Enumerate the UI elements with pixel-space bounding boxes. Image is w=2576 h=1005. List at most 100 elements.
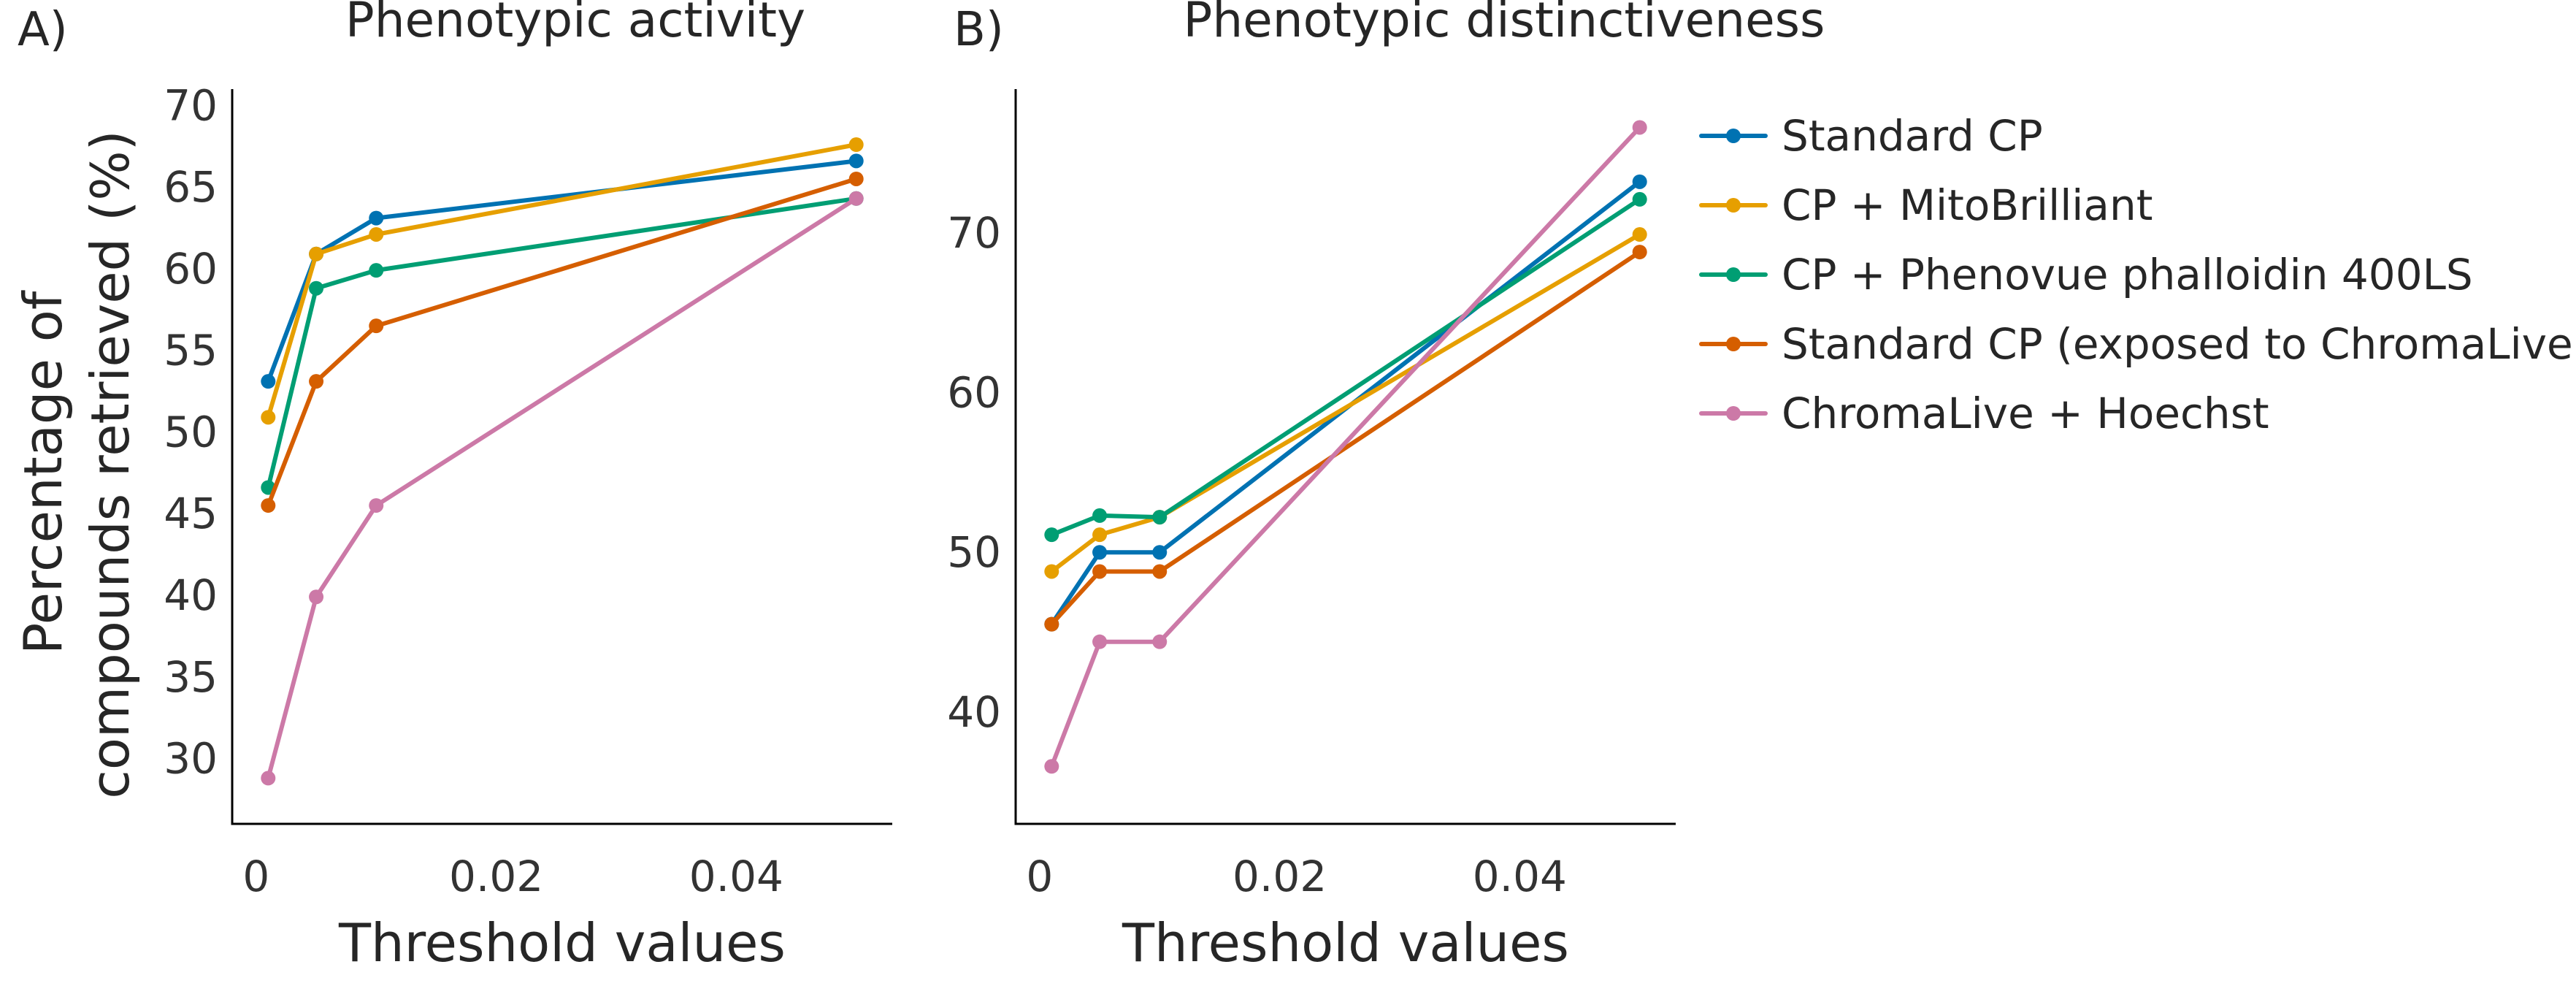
panel-b-series-cp-phenovue-phalloidin-400ls <box>1044 191 1647 543</box>
panel-a-point-cp-mitobrilliant <box>369 226 384 242</box>
panel-a-x-tick-label: 0.04 <box>689 852 783 901</box>
legend-swatch-marker <box>1726 129 1741 143</box>
panel-a-y-tick-label: 55 <box>164 326 218 375</box>
legend-entry-cp-phenovue-phalloidin-400ls: CP + Phenovue phalloidin 400LS <box>1699 250 2473 299</box>
panel-b-point-cp-phenovue-phalloidin-400ls <box>1044 527 1059 543</box>
panel-a-series-cp-phenovue-phalloidin-400ls <box>261 191 864 495</box>
panel-a-line-cp-phenovue-phalloidin-400ls <box>266 196 859 490</box>
panel-a: A) Phenotypic activity 30 35 40 45 50 55 60 65 7… <box>12 0 892 974</box>
panel-a-point-chromalive-hoechst <box>309 589 324 605</box>
legend-label: CP + MitoBrilliant <box>1782 180 2153 230</box>
panel-b-x-axis-label: Threshold values <box>1122 912 1569 974</box>
panel-b-point-cp-phenovue-phalloidin-400ls <box>1632 191 1647 207</box>
panel-b: B) Phenotypic distinctiveness 40 50 60 70 0 0… <box>947 0 1825 974</box>
panel-b-series-standard-cp <box>1044 174 1647 632</box>
panel-a-x-tick-label: 0.02 <box>449 852 543 901</box>
panel-b-x-tick-label: 0 <box>1026 852 1053 901</box>
panel-a-line-cp-mitobrilliant <box>266 142 859 420</box>
panel-a-x-axis-label: Threshold values <box>338 912 786 974</box>
panel-b-point-standard-cp-exposed-to-chromalive <box>1092 564 1108 579</box>
panel-a-line-chromalive-hoechst <box>266 196 859 781</box>
panel-b-y-tick-label: 40 <box>947 687 1001 737</box>
legend-swatch-marker <box>1726 337 1741 351</box>
legend-label: Standard CP (exposed to ChromaLive) <box>1782 319 2576 369</box>
panel-b-y-tick-label: 70 <box>947 208 1001 258</box>
panel-b-series-standard-cp-exposed-to-chromalive <box>1044 245 1647 632</box>
panel-b-series-cp-mitobrilliant <box>1044 227 1647 579</box>
panel-a-y-tick-label: 50 <box>164 407 218 456</box>
panel-a-point-standard-cp <box>369 210 384 226</box>
legend-entry-cp-mitobrilliant: CP + MitoBrilliant <box>1699 180 2153 230</box>
panel-a-point-standard-cp-exposed-to-chromalive <box>309 374 324 389</box>
legend-entry-chromalive-hoechst: ChromaLive + Hoechst <box>1699 389 2269 438</box>
panel-b-point-standard-cp <box>1152 545 1168 560</box>
panel-b-point-cp-phenovue-phalloidin-400ls <box>1092 508 1108 523</box>
panel-a-point-standard-cp-exposed-to-chromalive <box>261 498 276 513</box>
panel-a-x-tick-label: 0 <box>242 852 269 901</box>
panel-b-point-cp-mitobrilliant <box>1092 527 1108 543</box>
panel-b-plot: 40 50 60 70 0 0.02 0.04 <box>947 89 1676 901</box>
panel-b-point-cp-mitobrilliant <box>1044 564 1059 579</box>
panel-a-series-cp-mitobrilliant <box>261 137 864 425</box>
panel-b-point-standard-cp-exposed-to-chromalive <box>1044 616 1059 632</box>
panel-b-point-standard-cp-exposed-to-chromalive <box>1152 564 1168 579</box>
panel-a-y-tick-label: 40 <box>164 570 218 620</box>
panel-b-line-standard-cp <box>1049 179 1642 627</box>
panel-b-y-tick-label: 60 <box>947 368 1001 418</box>
legend-swatch-marker <box>1726 198 1741 213</box>
legend-swatch-marker <box>1726 267 1741 282</box>
panel-b-point-chromalive-hoechst <box>1044 759 1059 774</box>
panel-b-x-tick-label: 0.04 <box>1473 852 1567 901</box>
panel-a-series-standard-cp-exposed-to-chromalive <box>261 171 864 513</box>
panel-a-y-tick-label: 35 <box>164 652 218 702</box>
panel-a-y-tick-label: 45 <box>164 489 218 538</box>
panel-b-line-cp-mitobrilliant <box>1049 232 1642 574</box>
panel-a-point-standard-cp <box>848 153 864 169</box>
panel-a-point-cp-mitobrilliant <box>261 410 276 425</box>
panel-a-y-tick-label: 65 <box>164 162 218 212</box>
panel-b-point-standard-cp <box>1092 545 1108 560</box>
legend-swatch-marker <box>1726 406 1741 421</box>
panel-a-letter: A) <box>18 3 68 57</box>
panel-b-point-cp-mitobrilliant <box>1632 227 1647 242</box>
panel-b-point-chromalive-hoechst <box>1152 634 1168 649</box>
panel-a-point-standard-cp-exposed-to-chromalive <box>848 171 864 186</box>
panel-b-point-cp-phenovue-phalloidin-400ls <box>1152 510 1168 525</box>
legend-label: ChromaLive + Hoechst <box>1782 389 2269 438</box>
panel-a-y-tick-label: 30 <box>164 734 218 784</box>
panel-a-y-axis-label-line-2: compounds retrieved (%) <box>80 130 141 798</box>
panel-b-letter: B) <box>954 3 1004 57</box>
panel-a-y-axis-label-line-1: Percentage of <box>12 290 74 654</box>
panel-b-y-tick-label: 50 <box>947 527 1001 577</box>
panel-a-point-cp-mitobrilliant <box>848 137 864 153</box>
panel-a-point-cp-mitobrilliant <box>309 246 324 261</box>
panel-b-line-standard-cp-exposed-to-chromalive <box>1049 250 1642 627</box>
legend-label: Standard CP <box>1782 111 2043 161</box>
panel-a-point-chromalive-hoechst <box>369 498 384 513</box>
panel-b-line-chromalive-hoechst <box>1049 125 1642 769</box>
legend-entry-standard-cp: Standard CP <box>1699 111 2043 161</box>
legend-entry-standard-cp-exposed-to-chromalive: Standard CP (exposed to ChromaLive) <box>1699 319 2576 369</box>
panel-a-point-standard-cp-exposed-to-chromalive <box>369 318 384 334</box>
panel-a-point-cp-phenovue-phalloidin-400ls <box>309 280 324 296</box>
legend: Standard CP CP + MitoBrilliant CP + Phenov… <box>1699 111 2576 438</box>
panel-b-point-standard-cp-exposed-to-chromalive <box>1632 245 1647 260</box>
legend-label: CP + Phenovue phalloidin 400LS <box>1782 250 2473 299</box>
panel-b-point-chromalive-hoechst <box>1632 120 1647 135</box>
panel-a-series-chromalive-hoechst <box>261 191 864 786</box>
panel-a-point-standard-cp <box>261 374 276 389</box>
panel-a-y-tick-label: 70 <box>164 80 218 130</box>
panel-a-line-standard-cp-exposed-to-chromalive <box>266 177 859 508</box>
panel-b-x-tick-label: 0.02 <box>1233 852 1327 901</box>
panel-a-y-tick-label: 60 <box>164 244 218 294</box>
panel-b-line-cp-phenovue-phalloidin-400ls <box>1049 196 1642 538</box>
panel-a-point-chromalive-hoechst <box>261 771 276 786</box>
panel-a-title: Phenotypic activity <box>345 0 805 48</box>
panel-b-axes <box>1014 89 1676 825</box>
panel-b-series-chromalive-hoechst <box>1044 120 1647 774</box>
panel-a-axes <box>231 89 892 825</box>
panel-b-title: Phenotypic distinctiveness <box>1184 0 1825 48</box>
panel-a-y-axis-label: Percentage of compounds retrieved (%) <box>12 130 141 798</box>
panel-b-point-standard-cp <box>1632 174 1647 189</box>
